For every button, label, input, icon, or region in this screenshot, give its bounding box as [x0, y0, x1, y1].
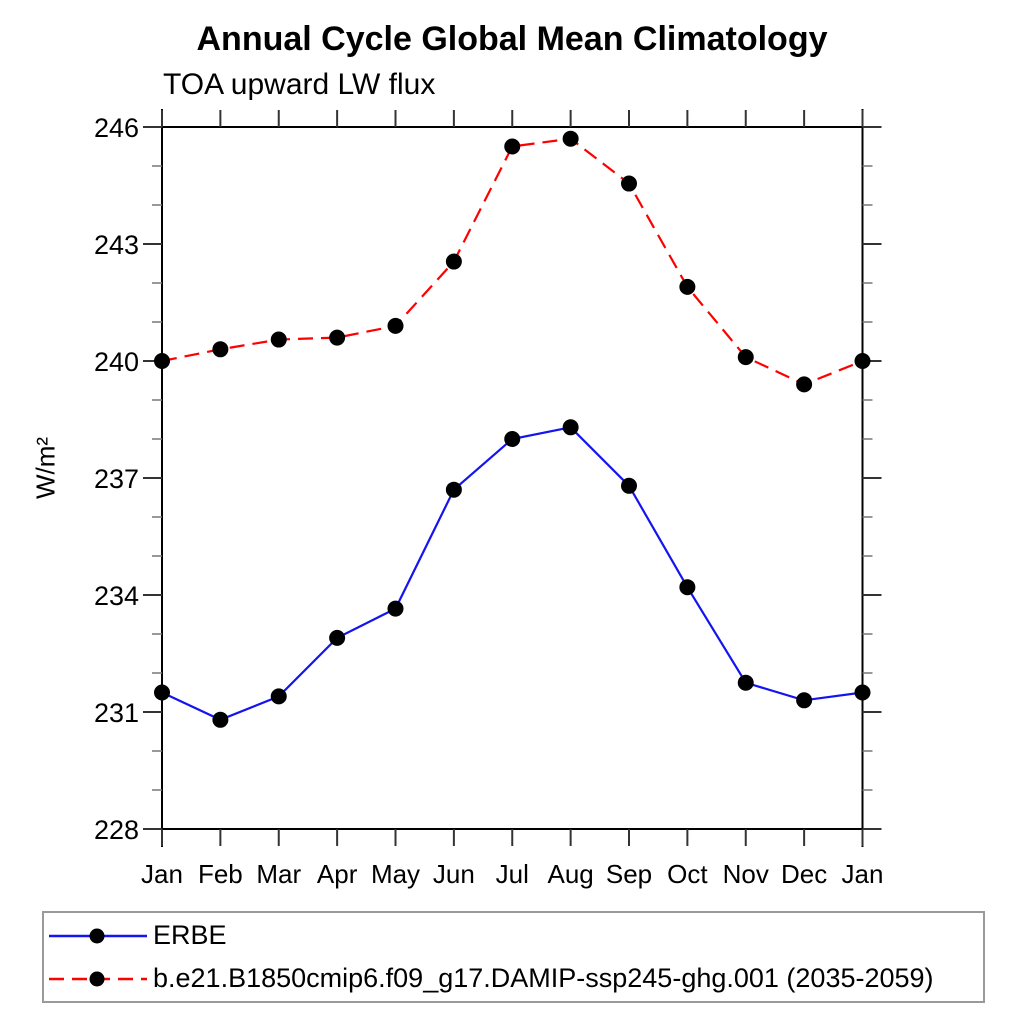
data-point-marker [270, 331, 287, 348]
x-tick-label: Aug [547, 859, 593, 889]
chart-plot-area: Jan Feb Mar Apr May Jun Jul Aug Sep Oct Nov Dec Jan2… [94, 109, 883, 889]
data-point-marker [154, 353, 170, 369]
data-point-marker [854, 353, 871, 369]
data-point-marker [796, 692, 813, 709]
x-tick-label: May [371, 859, 420, 889]
x-tick-label: Apr [317, 859, 358, 889]
chart-title: Annual Cycle Global Mean Climatology [196, 20, 828, 58]
y-tick-label: 237 [94, 464, 139, 494]
legend-label-model: b.e21.B1850cmip6.f09_g17.DAMIP-ssp245-gh… [153, 963, 934, 993]
x-axis-ticks-and-labels: Jan Feb Mar Apr May Jun Jul Aug Sep Oct Nov Dec Jan [141, 110, 883, 889]
data-point-marker [445, 253, 462, 270]
data-point-marker [737, 349, 754, 366]
x-tick-label: Dec [781, 859, 827, 889]
data-point-marker [796, 376, 813, 393]
model-markers [154, 130, 871, 393]
y-tick-label: 246 [94, 113, 139, 143]
y-tick-label: 240 [94, 347, 139, 377]
x-tick-label: Feb [198, 859, 243, 889]
data-point-marker [387, 600, 404, 617]
data-point-marker [212, 341, 229, 358]
legend-line-sample-model [49, 971, 147, 986]
legend-sample-marker [89, 928, 105, 943]
data-point-marker [212, 711, 229, 728]
model-line [161, 137, 863, 386]
data-point-marker [154, 684, 170, 701]
data-point-marker [387, 317, 404, 334]
x-tick-label: Mar [256, 859, 301, 889]
data-point-marker [621, 175, 637, 192]
y-axis-ticks-and-labels: 228 231 234 237 240 243 246 [94, 113, 882, 845]
data-point-marker [329, 629, 346, 646]
data-point-marker [621, 477, 637, 494]
legend-line-sample-erbe [49, 928, 147, 943]
data-point-marker [854, 684, 871, 701]
y-tick-label: 228 [94, 815, 139, 845]
legend-sample-marker [89, 971, 105, 986]
y-tick-label: 234 [94, 581, 139, 611]
data-point-marker [445, 481, 462, 498]
y-tick-label: 243 [94, 230, 139, 260]
legend-label-erbe: ERBE [153, 920, 227, 950]
y-tick-label: 231 [94, 698, 139, 728]
data-point-marker [270, 688, 287, 705]
data-point-marker [679, 278, 696, 295]
x-tick-label: Jan [141, 859, 183, 889]
legend-item-erbe: ERBE [44, 914, 983, 957]
axes [143, 109, 882, 847]
legend-box: ERBE b.e21.B1850cmip6.f09_g17.DAMIP-ssp2… [42, 911, 985, 1003]
data-point-marker [504, 138, 521, 155]
data-point-marker [737, 674, 754, 691]
x-tick-label: Jun [433, 859, 475, 889]
x-tick-label: Jul [496, 859, 529, 889]
x-tick-label: Jan [842, 859, 884, 889]
data-point-marker [679, 579, 696, 596]
x-tick-label: Oct [667, 859, 708, 889]
erbe-markers [154, 419, 871, 728]
data-point-marker [329, 329, 346, 346]
data-point-marker [504, 431, 521, 447]
model-series [161, 137, 863, 386]
erbe-series [161, 426, 863, 721]
data-point-marker [562, 130, 579, 147]
legend-item-model: b.e21.B1850cmip6.f09_g17.DAMIP-ssp245-gh… [44, 957, 983, 1000]
erbe-line [161, 426, 863, 721]
data-point-marker [562, 419, 579, 436]
chart-subtitle: TOA upward LW flux [163, 68, 436, 101]
x-tick-label: Sep [606, 859, 652, 889]
x-tick-label: Nov [723, 859, 769, 889]
